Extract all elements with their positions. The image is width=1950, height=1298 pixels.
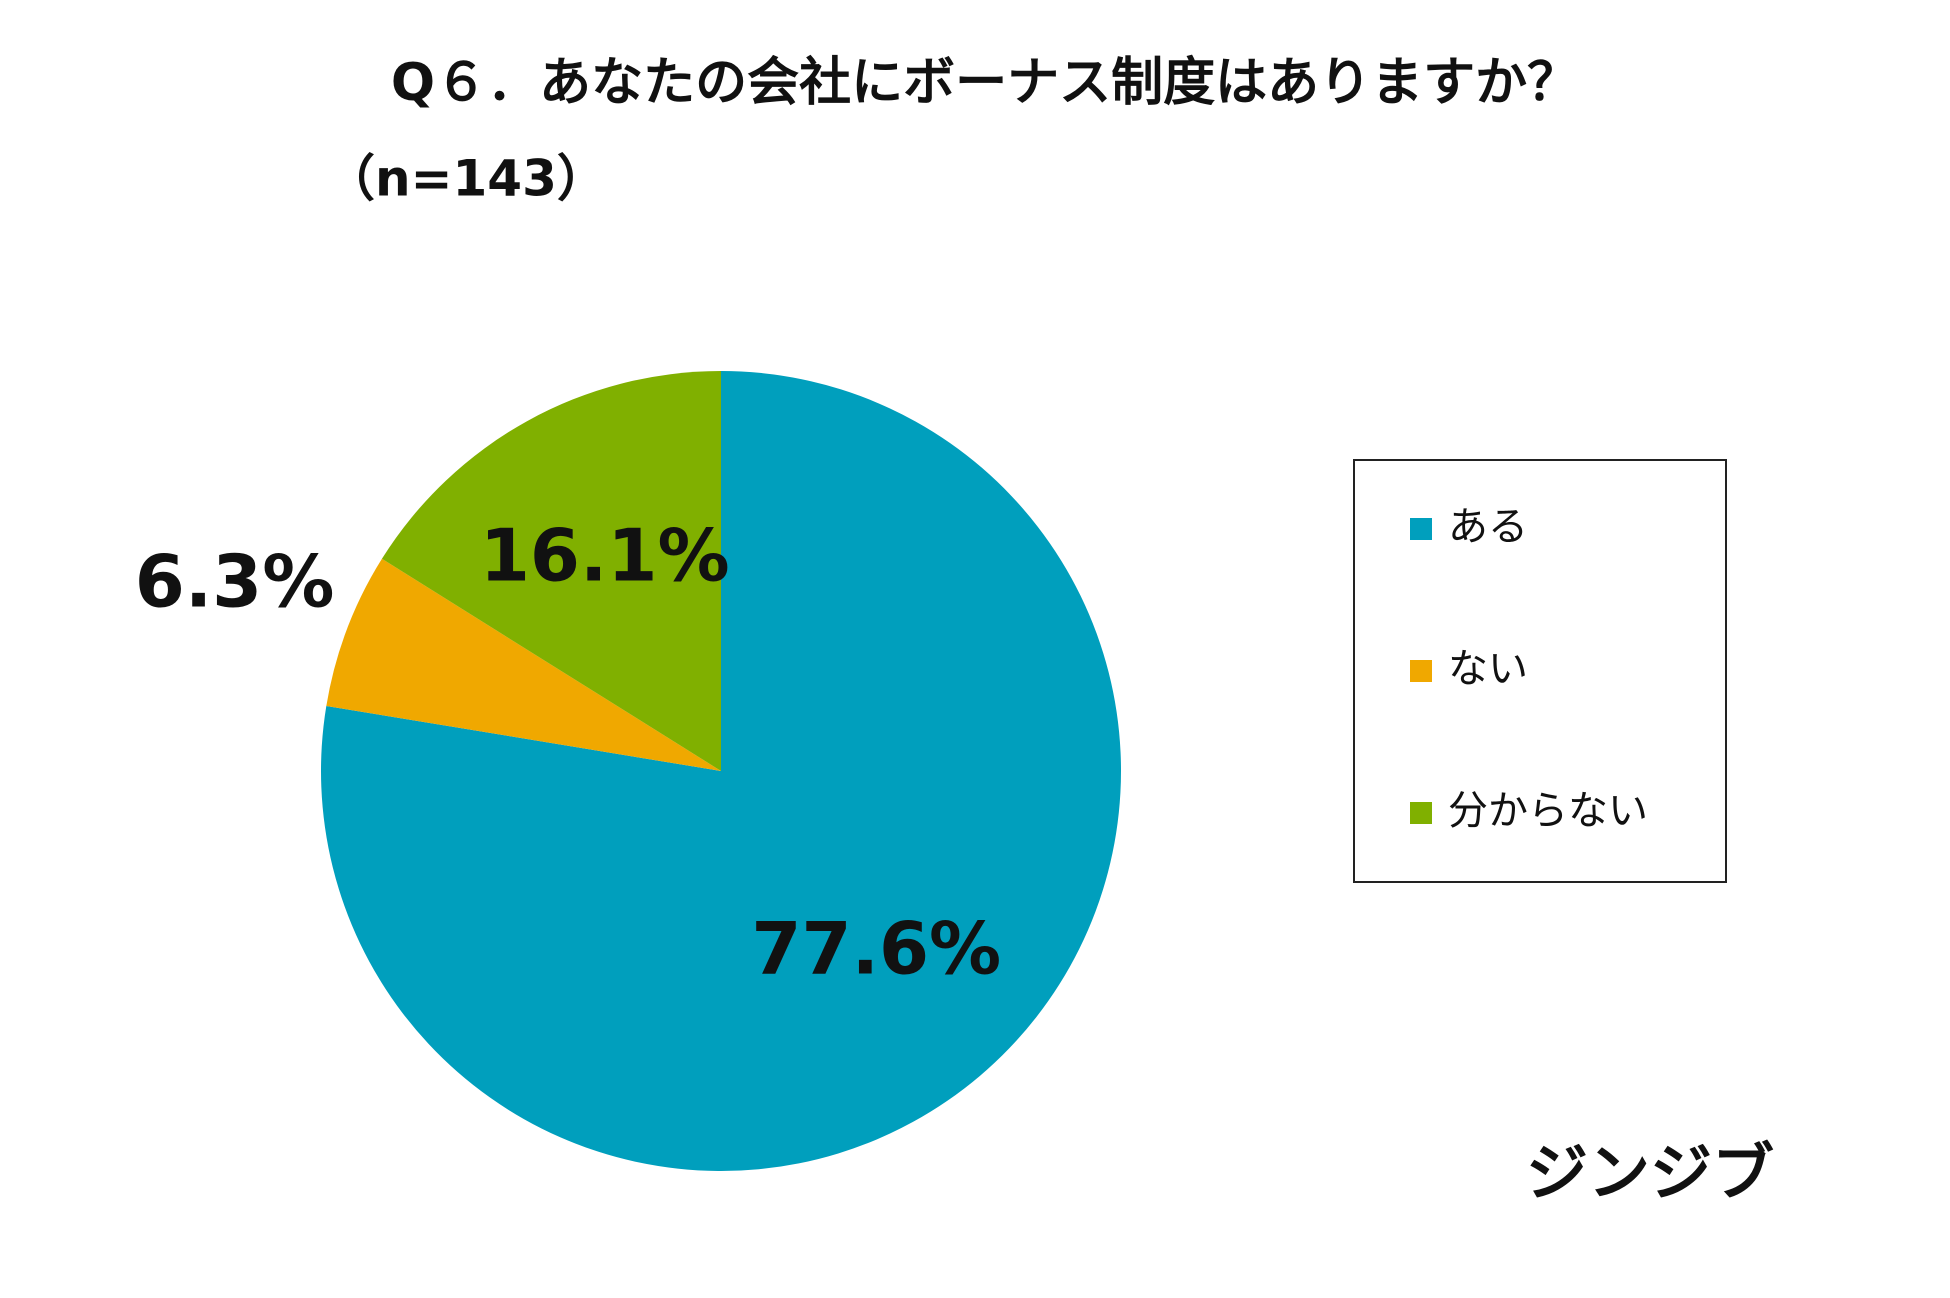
data-label: 6.3% xyxy=(135,540,335,624)
pie-slice xyxy=(321,371,1122,1171)
legend-label: ある xyxy=(1448,504,1528,550)
logo: ジンジブ xyxy=(1526,1136,1774,1209)
chart-title: Q６．あなたの会社にボーナス制度はありますか？ xyxy=(391,53,1579,113)
data-label: 16.1% xyxy=(480,514,730,598)
legend-swatch xyxy=(1410,518,1432,540)
legend-label: ない xyxy=(1448,646,1528,692)
pie-slice xyxy=(326,558,721,771)
chart-subtitle: （n=143） xyxy=(325,150,607,208)
legend-swatch xyxy=(1410,660,1432,682)
pie-slice xyxy=(381,371,721,771)
data-label: 77.6% xyxy=(751,907,1001,991)
legend-label: 分からない xyxy=(1448,788,1648,834)
legend-swatch xyxy=(1410,802,1432,824)
